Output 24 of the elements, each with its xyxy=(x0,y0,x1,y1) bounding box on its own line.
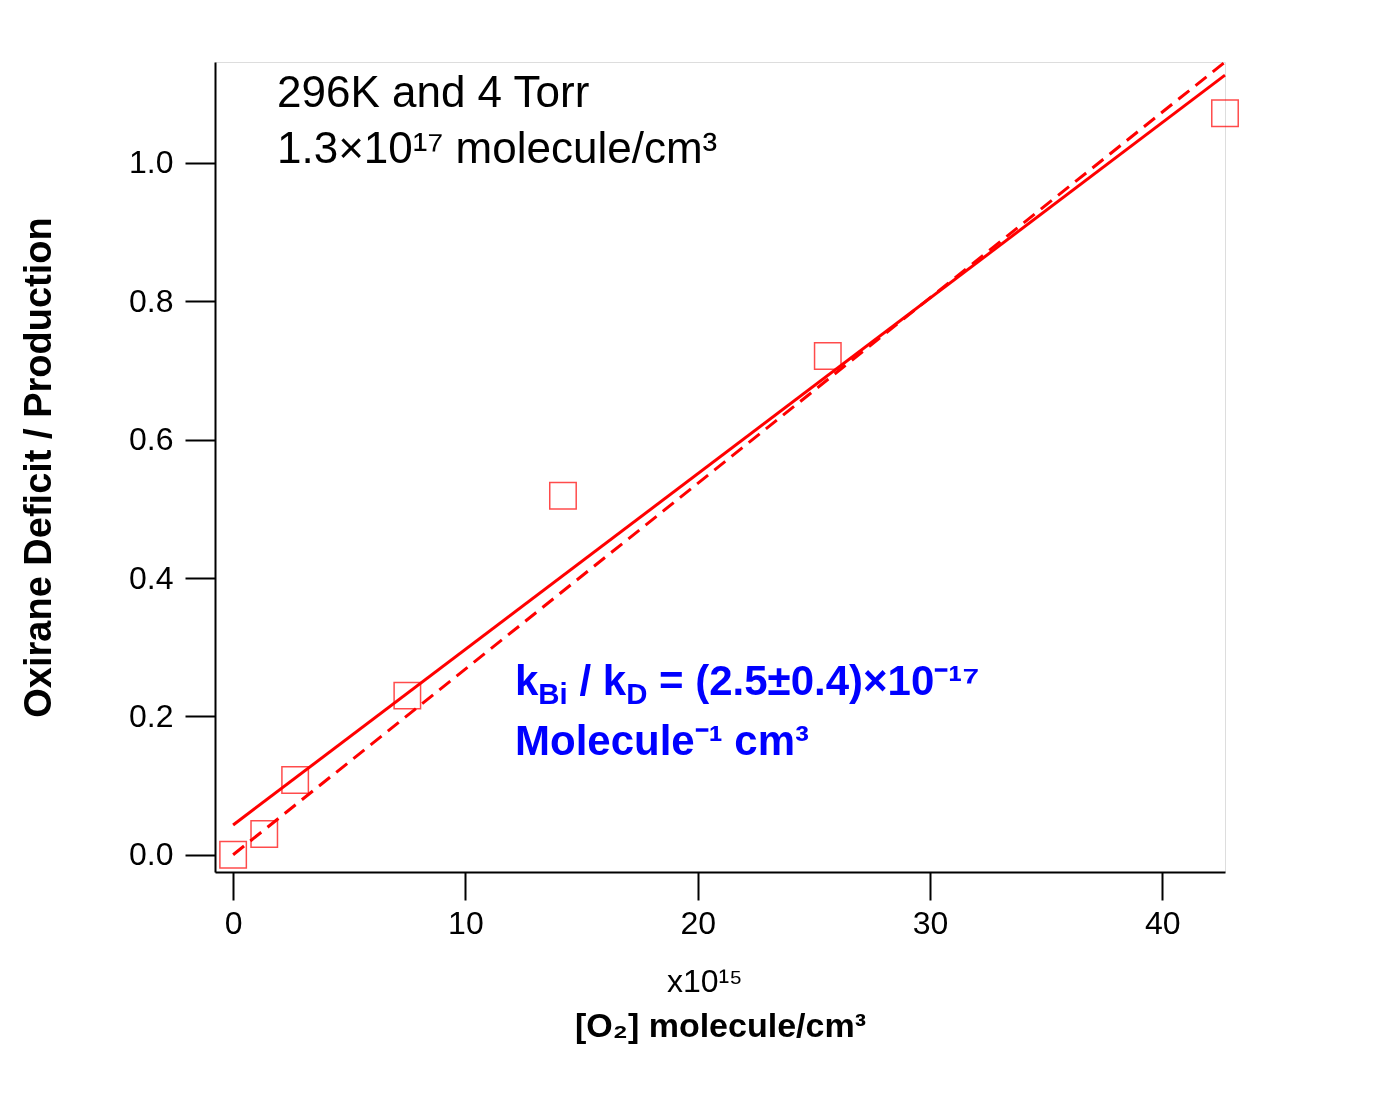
annotation: 296K and 4 Torr xyxy=(277,67,590,116)
point xyxy=(1211,99,1239,128)
text: x10¹⁵ xyxy=(667,963,743,999)
x-axis-title: [O₂] molecule/cm³ xyxy=(575,1005,866,1044)
y-tick-label: 0.6 xyxy=(129,421,174,458)
y-tick-label: 0.8 xyxy=(129,282,174,319)
point xyxy=(548,481,577,510)
y-tick-label: 0.2 xyxy=(129,697,174,734)
point xyxy=(393,681,422,710)
y-tick-label: 0.4 xyxy=(129,559,174,596)
x-tick-label: 10 xyxy=(448,904,484,941)
point xyxy=(250,819,279,848)
x-tick-label: 40 xyxy=(1144,904,1181,941)
y-tick-label: 1.0 xyxy=(129,144,174,181)
x-tick-label: 0 xyxy=(224,904,243,941)
y-tick-label: 0.0 xyxy=(129,836,174,873)
point xyxy=(219,840,248,869)
annotation: Molecule⁻¹ cm³ xyxy=(515,717,810,764)
y-axis-title: Oxirane Deficit / Production xyxy=(17,217,60,718)
x-tick-label: 20 xyxy=(680,904,716,941)
x-tick-label: 30 xyxy=(912,904,949,941)
annotation: 1.3×10¹⁷ molecule/cm³ xyxy=(277,123,718,172)
point xyxy=(281,766,310,794)
point xyxy=(813,342,842,370)
